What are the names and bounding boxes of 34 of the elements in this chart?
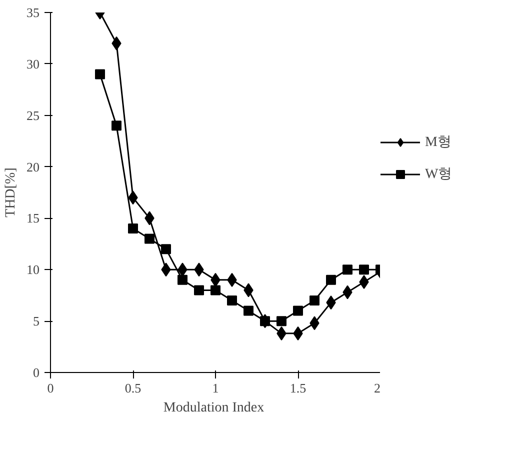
point <box>144 234 154 244</box>
x-tick-label: 2 <box>374 380 380 396</box>
x-tick-label: 1 <box>212 380 219 396</box>
point <box>112 120 122 131</box>
point <box>260 316 270 326</box>
y-tick-label: 10 <box>26 262 40 278</box>
point <box>326 274 336 285</box>
legend-label: M형 <box>425 134 452 151</box>
legend-label: W형 <box>425 166 452 183</box>
x-tick-label: 0 <box>47 380 54 396</box>
y-axis-title: THD[%] <box>4 168 18 218</box>
point <box>244 306 254 316</box>
x-axis-title: Modulation Index <box>163 400 264 416</box>
point <box>276 316 286 326</box>
y-tick-label: 25 <box>26 108 40 123</box>
point <box>128 224 138 234</box>
point <box>194 285 204 296</box>
point <box>359 264 369 275</box>
x-tick-label: 0.5 <box>124 380 142 396</box>
point <box>95 69 105 80</box>
point <box>178 274 188 285</box>
point <box>310 296 320 306</box>
x-tick-label: 1.5 <box>290 380 306 396</box>
y-tick-label: 30 <box>26 56 40 72</box>
y-tick-label: 20 <box>26 159 40 174</box>
point <box>210 285 220 296</box>
y-tick-label: 5 <box>33 314 40 329</box>
y-tick-label: 35 <box>26 5 40 20</box>
point <box>342 264 352 275</box>
y-tick-label: 15 <box>26 210 40 226</box>
y-tick-label: 0 <box>33 365 40 380</box>
point <box>161 244 171 254</box>
point <box>293 306 303 316</box>
point <box>227 296 237 306</box>
